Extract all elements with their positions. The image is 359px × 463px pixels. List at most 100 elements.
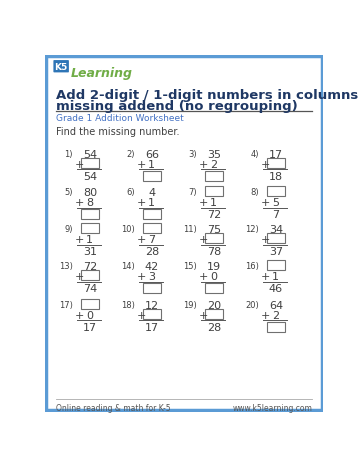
Text: Find the missing number.: Find the missing number.	[56, 127, 179, 137]
Text: 37: 37	[269, 247, 283, 257]
Text: 1): 1)	[64, 149, 73, 158]
Bar	[266, 261, 285, 271]
Text: +: +	[198, 235, 208, 244]
Text: 15): 15)	[183, 262, 197, 270]
Text: 4): 4)	[250, 149, 259, 158]
Text: +: +	[136, 310, 146, 320]
Bar	[205, 284, 223, 294]
Text: 19): 19)	[183, 300, 197, 309]
Text: +: +	[260, 198, 270, 208]
Text: 46: 46	[269, 284, 283, 294]
Text: +: +	[74, 235, 84, 244]
Text: 16): 16)	[245, 262, 259, 270]
Bar	[80, 299, 99, 309]
Text: +: +	[198, 198, 208, 208]
Text: 1: 1	[148, 159, 155, 169]
Bar	[266, 322, 285, 332]
Bar	[266, 187, 285, 197]
Text: 13): 13)	[59, 262, 73, 270]
Bar	[205, 172, 223, 181]
Text: 6): 6)	[126, 188, 135, 197]
Text: 78: 78	[207, 247, 221, 257]
Text: 19: 19	[207, 262, 221, 271]
Bar	[80, 224, 99, 234]
Text: 17: 17	[145, 322, 159, 332]
Text: missing addend (no regrouping): missing addend (no regrouping)	[56, 100, 298, 113]
Text: +: +	[136, 198, 146, 208]
Text: 28: 28	[145, 247, 159, 257]
FancyBboxPatch shape	[53, 61, 69, 73]
Text: 9): 9)	[64, 225, 73, 233]
Text: 3: 3	[148, 271, 155, 282]
Text: +: +	[74, 310, 84, 320]
Text: +: +	[74, 271, 84, 282]
Text: 1: 1	[86, 235, 93, 244]
Text: 18): 18)	[121, 300, 135, 309]
Text: 64: 64	[269, 300, 283, 310]
Text: +: +	[136, 159, 146, 169]
Bar	[143, 224, 161, 234]
Text: +: +	[198, 310, 208, 320]
Bar	[143, 172, 161, 181]
Text: 4: 4	[148, 188, 155, 198]
Text: 75: 75	[207, 225, 221, 235]
Text: K5: K5	[55, 63, 68, 72]
Text: 42: 42	[145, 262, 159, 271]
Text: 54: 54	[83, 172, 97, 181]
Text: 1: 1	[148, 198, 155, 208]
Text: 7): 7)	[188, 188, 197, 197]
Text: +: +	[136, 271, 146, 282]
Text: +: +	[74, 159, 84, 169]
Text: +: +	[260, 235, 270, 244]
Text: Online reading & math for K-5: Online reading & math for K-5	[56, 403, 171, 412]
Bar	[205, 187, 223, 197]
Bar	[143, 210, 161, 220]
Bar	[80, 158, 99, 169]
Text: 31: 31	[83, 247, 97, 257]
Text: 5: 5	[272, 198, 279, 208]
Text: 7: 7	[272, 210, 279, 220]
Text: 74: 74	[83, 284, 97, 294]
Text: +: +	[198, 159, 208, 169]
Text: 11): 11)	[183, 225, 197, 233]
Text: 54: 54	[83, 149, 97, 159]
Text: 35: 35	[207, 149, 221, 159]
Text: 7: 7	[148, 235, 155, 244]
Text: 34: 34	[269, 225, 283, 235]
Text: 5): 5)	[64, 188, 73, 197]
Text: 3): 3)	[188, 149, 197, 158]
Text: 17): 17)	[59, 300, 73, 309]
Text: 66: 66	[145, 149, 159, 159]
Text: 28: 28	[207, 322, 221, 332]
Bar	[205, 234, 223, 244]
Text: +: +	[198, 271, 208, 282]
Bar	[266, 234, 285, 244]
Text: 12): 12)	[245, 225, 259, 233]
Text: Learning: Learning	[70, 67, 132, 80]
Text: 20): 20)	[245, 300, 259, 309]
Text: 10): 10)	[121, 225, 135, 233]
Bar	[143, 284, 161, 294]
Text: 17: 17	[269, 149, 283, 159]
Text: 12: 12	[145, 300, 159, 310]
Text: 17: 17	[83, 322, 97, 332]
Text: 72: 72	[207, 210, 221, 220]
Text: 18: 18	[269, 172, 283, 181]
Text: +: +	[136, 235, 146, 244]
Text: 2: 2	[272, 310, 279, 320]
Text: +: +	[260, 159, 270, 169]
Text: 14): 14)	[121, 262, 135, 270]
Bar	[143, 309, 161, 319]
Text: 8: 8	[86, 198, 93, 208]
Text: 0: 0	[210, 271, 217, 282]
Text: 0: 0	[86, 310, 93, 320]
Text: www.k5learning.com: www.k5learning.com	[232, 403, 312, 412]
Text: +: +	[260, 310, 270, 320]
Text: 72: 72	[83, 262, 97, 271]
FancyBboxPatch shape	[46, 57, 322, 411]
Text: 8): 8)	[250, 188, 259, 197]
Text: 2): 2)	[126, 149, 135, 158]
Text: Add 2-digit / 1-digit numbers in columns,: Add 2-digit / 1-digit numbers in columns…	[56, 88, 359, 101]
Text: +: +	[260, 271, 270, 282]
Text: 2: 2	[210, 159, 218, 169]
